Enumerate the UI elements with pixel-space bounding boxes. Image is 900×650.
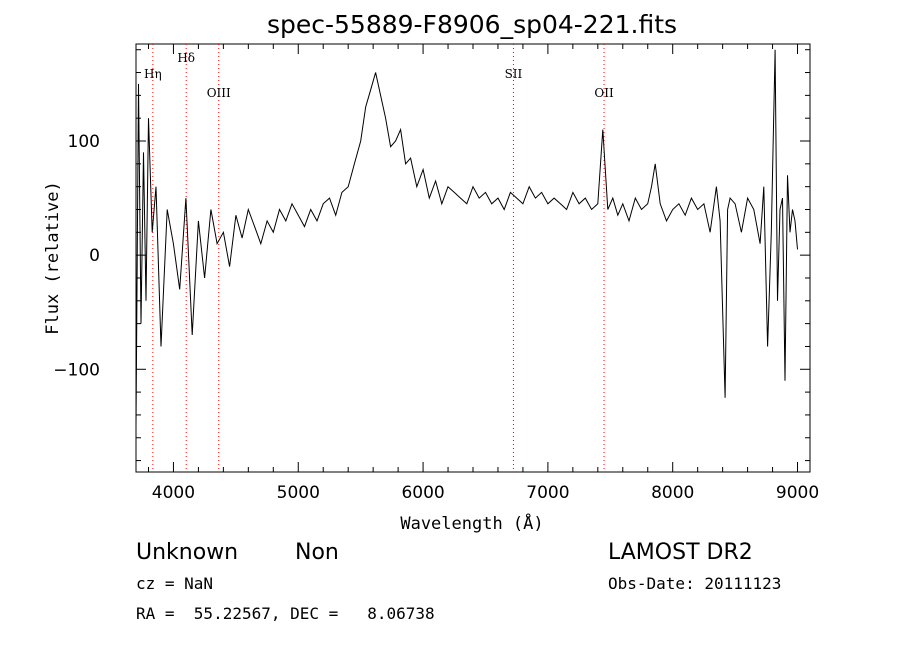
y-tick-label-2: 100 (68, 132, 100, 152)
line-marker-label-4: OII (594, 86, 614, 100)
line-marker-label-2: OIII (207, 86, 231, 100)
spectrum-line (135, 49, 798, 427)
line-marker-label-0: Hη (144, 67, 162, 81)
axis-ticks (136, 44, 810, 472)
y-tick-label-1: 0 (89, 246, 100, 266)
object-subclass: Non (295, 540, 339, 565)
chart-title: spec-55889-F8906_sp04-221.fits (267, 10, 677, 39)
line-marker-label-3: SII (505, 67, 523, 81)
object-class: Unknown (136, 540, 239, 565)
x-tick-label-3: 7000 (526, 483, 569, 503)
obs-date: Obs-Date: 20111123 (608, 574, 782, 593)
line-marker-label-1: Hδ (177, 51, 195, 65)
y-axis-label: Flux (relative) (43, 181, 63, 335)
redshift-cz: cz = NaN (136, 574, 214, 593)
plot-frame (135, 43, 811, 473)
emission-line-markers: Hη Hδ OIII SII OII (144, 44, 614, 472)
y-tick-label-0: −100 (53, 360, 100, 380)
survey-name: LAMOST DR2 (608, 540, 753, 565)
x-tick-label-1: 5000 (277, 483, 320, 503)
x-tick-label-4: 8000 (651, 483, 694, 503)
x-tick-label-0: 4000 (152, 483, 195, 503)
y-tick-labels: −100 0 100 (53, 132, 100, 380)
x-tick-labels: 4000 5000 6000 7000 8000 9000 (152, 483, 819, 503)
x-axis-label: Wavelength (Å) (400, 512, 543, 534)
coordinates: RA = 55.22567, DEC = 8.06738 (136, 604, 435, 623)
x-tick-label-2: 6000 (401, 483, 444, 503)
x-tick-label-5: 9000 (776, 483, 819, 503)
